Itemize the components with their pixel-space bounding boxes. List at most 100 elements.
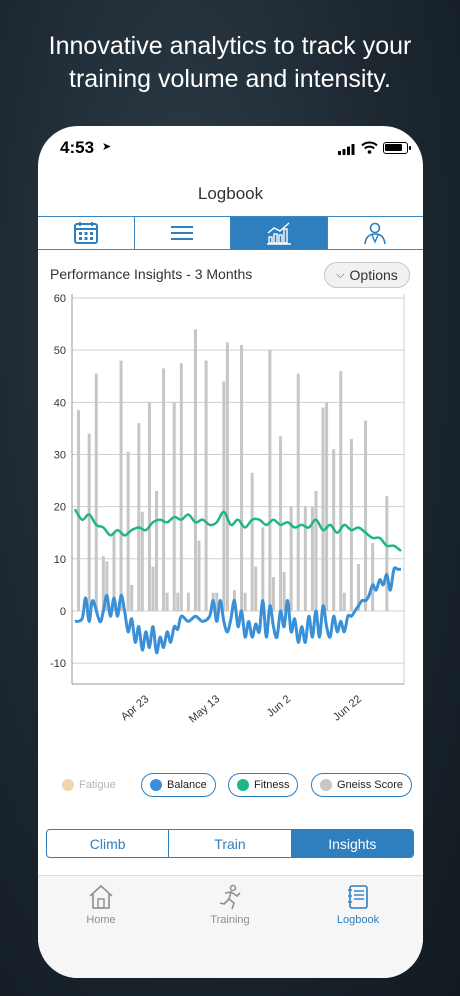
gneiss-bar (254, 566, 258, 611)
gneiss-bar (310, 506, 314, 611)
performance-chart: -10 0 10 20 30 40 50 60 Apr 23 May 13 Jun 2 Jun 22 (50, 293, 405, 725)
legend-balance[interactable]: Balance (141, 773, 216, 797)
gneiss-bar (240, 344, 244, 611)
y-tick-label: 30 (54, 449, 66, 461)
gneiss-bar (289, 506, 293, 611)
options-button[interactable]: ⌵ Options (324, 262, 410, 288)
fatigue-dot-icon (62, 779, 74, 791)
profile-icon (364, 222, 387, 245)
gneiss-bar (342, 592, 346, 611)
fitness-line (73, 508, 402, 552)
legend-fitness[interactable]: Fitness (228, 773, 299, 797)
gneiss-bar (179, 363, 183, 611)
gneiss-bar (137, 423, 141, 611)
phone-screen: 4:53 ➤ Logbook (38, 126, 423, 978)
gneiss-bar (282, 571, 286, 611)
gneiss-bar (193, 329, 197, 611)
tab-training-label: Training (210, 914, 250, 926)
gneiss-bar (119, 360, 123, 611)
gneiss-bar (314, 491, 318, 611)
gneiss-bar (349, 438, 353, 611)
legend-label: Gneiss Score (337, 779, 404, 791)
gneiss-bar (186, 592, 190, 611)
y-tick-label: 50 (54, 345, 66, 357)
gneiss-bar (101, 556, 105, 611)
tab-calendar[interactable] (38, 217, 135, 249)
chevron-down-icon: ⌵ (336, 268, 345, 281)
x-tick-label: Apr 23 (119, 693, 152, 723)
gneiss-bar (385, 496, 389, 611)
gneiss-bar (296, 373, 300, 611)
gneiss-bar (261, 527, 265, 611)
location-arrow-icon: ➤ (102, 141, 112, 153)
gneiss-bar (325, 402, 329, 611)
gneiss-bar (250, 472, 254, 611)
gneiss-bar (215, 592, 219, 611)
chart-title: Performance Insights - 3 Months (50, 266, 253, 282)
gneiss-bar (155, 491, 158, 611)
tab-profile[interactable] (328, 217, 424, 249)
calendar-icon (73, 222, 98, 244)
tab-chart[interactable] (231, 217, 328, 249)
tab-insights[interactable]: Insights (291, 830, 413, 857)
balance-line (74, 566, 401, 655)
options-label: Options (349, 267, 398, 283)
tab-home[interactable]: Home (56, 884, 146, 926)
legend-fatigue[interactable]: Fatigue (54, 773, 124, 797)
y-tick-label: 40 (54, 397, 66, 409)
headline-line-1: Innovative analytics to track your (48, 32, 412, 60)
cellular-signal-icon (338, 144, 355, 155)
gneiss-bar (172, 402, 176, 611)
gneiss-bar (162, 368, 166, 611)
gneiss-bar (112, 532, 116, 611)
gneiss-bar (176, 592, 180, 611)
gneiss-bar (130, 584, 134, 611)
gneiss-bar (222, 381, 226, 611)
marketing-headline: Innovative analytics to track your train… (0, 30, 460, 96)
home-icon (89, 884, 113, 909)
tab-training[interactable]: Training (185, 884, 275, 926)
status-time: 4:53 (60, 138, 95, 157)
y-tick-label: -10 (50, 658, 66, 670)
y-tick-label: 0 (60, 606, 66, 618)
tab-logbook[interactable]: Logbook (313, 884, 403, 926)
gneiss-bar (225, 342, 229, 611)
gneiss-bar (105, 561, 109, 611)
headline-line-2: training volume and intensity. (69, 65, 391, 93)
x-tick-label: May 13 (187, 693, 222, 725)
gneiss-bar (371, 543, 375, 611)
y-tick-label: 10 (54, 554, 66, 566)
legend-label: Fitness (254, 779, 290, 791)
gneiss-bar (87, 433, 91, 611)
list-icon (171, 226, 194, 240)
gneiss-bar (339, 371, 343, 611)
chart-icon (266, 222, 291, 245)
nav-title: Logbook (197, 184, 264, 203)
gneiss-bar (321, 407, 325, 611)
tab-home-label: Home (86, 914, 116, 926)
gneiss-bar (165, 592, 169, 611)
gneiss-dot-icon (320, 779, 332, 791)
gneiss-bar (197, 540, 201, 611)
y-tick-label: 20 (54, 502, 66, 514)
status-bar: 4:53 ➤ (38, 126, 423, 170)
x-tick-label: Jun 2 (265, 693, 293, 719)
gneiss-bar (268, 350, 272, 611)
tab-climb[interactable]: Climb (47, 830, 170, 857)
gneiss-bar (204, 360, 208, 611)
tab-list[interactable] (135, 217, 231, 249)
balance-dot-icon (150, 779, 162, 791)
tab-train[interactable]: Train (169, 830, 292, 857)
mode-segmented-control: Climb Train Insights (46, 829, 414, 858)
gneiss-bar (303, 506, 307, 611)
legend-label: Fatigue (79, 779, 116, 791)
legend-gneiss-score[interactable]: Gneiss Score (311, 773, 413, 797)
gneiss-bar (94, 373, 98, 611)
gneiss-bar (151, 566, 155, 611)
gneiss-bar (77, 410, 81, 611)
runner-icon (219, 884, 241, 910)
gneiss-bar (243, 592, 247, 611)
gneiss-bar (126, 451, 130, 611)
bottom-tab-bar: Home Training Logbook (38, 875, 423, 978)
wifi-icon (361, 141, 378, 154)
